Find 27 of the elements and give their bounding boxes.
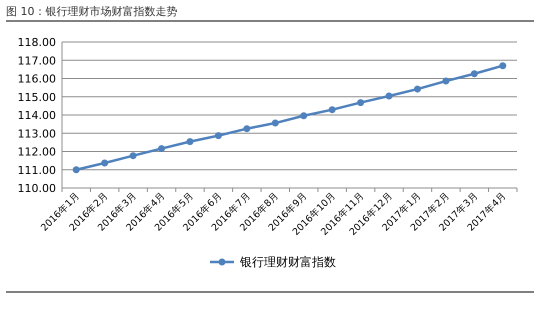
chart-title: 图 10：银行理财市场财富指数走势 bbox=[6, 5, 178, 18]
y-tick-label: 117.00 bbox=[18, 54, 56, 68]
point bbox=[101, 159, 108, 166]
y-tick-label: 115.00 bbox=[18, 90, 56, 104]
point bbox=[414, 86, 421, 93]
point bbox=[130, 152, 137, 160]
point bbox=[72, 166, 80, 174]
point bbox=[272, 120, 279, 127]
point bbox=[357, 99, 364, 106]
point bbox=[499, 62, 506, 70]
y-tick-label: 116.00 bbox=[18, 72, 56, 86]
point bbox=[442, 78, 450, 85]
y-tick-label: 112.00 bbox=[18, 146, 56, 158]
y-tick-label: 118.00 bbox=[18, 36, 56, 49]
point bbox=[300, 112, 308, 120]
point bbox=[158, 145, 166, 152]
point bbox=[470, 70, 478, 78]
y-tick-label: 113.00 bbox=[18, 127, 56, 140]
point bbox=[386, 92, 393, 100]
y-tick-label: 114.00 bbox=[18, 109, 56, 122]
y-tick-label: 111.00 bbox=[18, 164, 56, 177]
legend-label: 银行理财财富指数 bbox=[239, 255, 336, 269]
y-tick-label: 110.00 bbox=[18, 182, 56, 195]
point bbox=[328, 106, 336, 114]
point bbox=[214, 132, 222, 140]
point bbox=[186, 138, 194, 146]
point bbox=[243, 125, 250, 132]
